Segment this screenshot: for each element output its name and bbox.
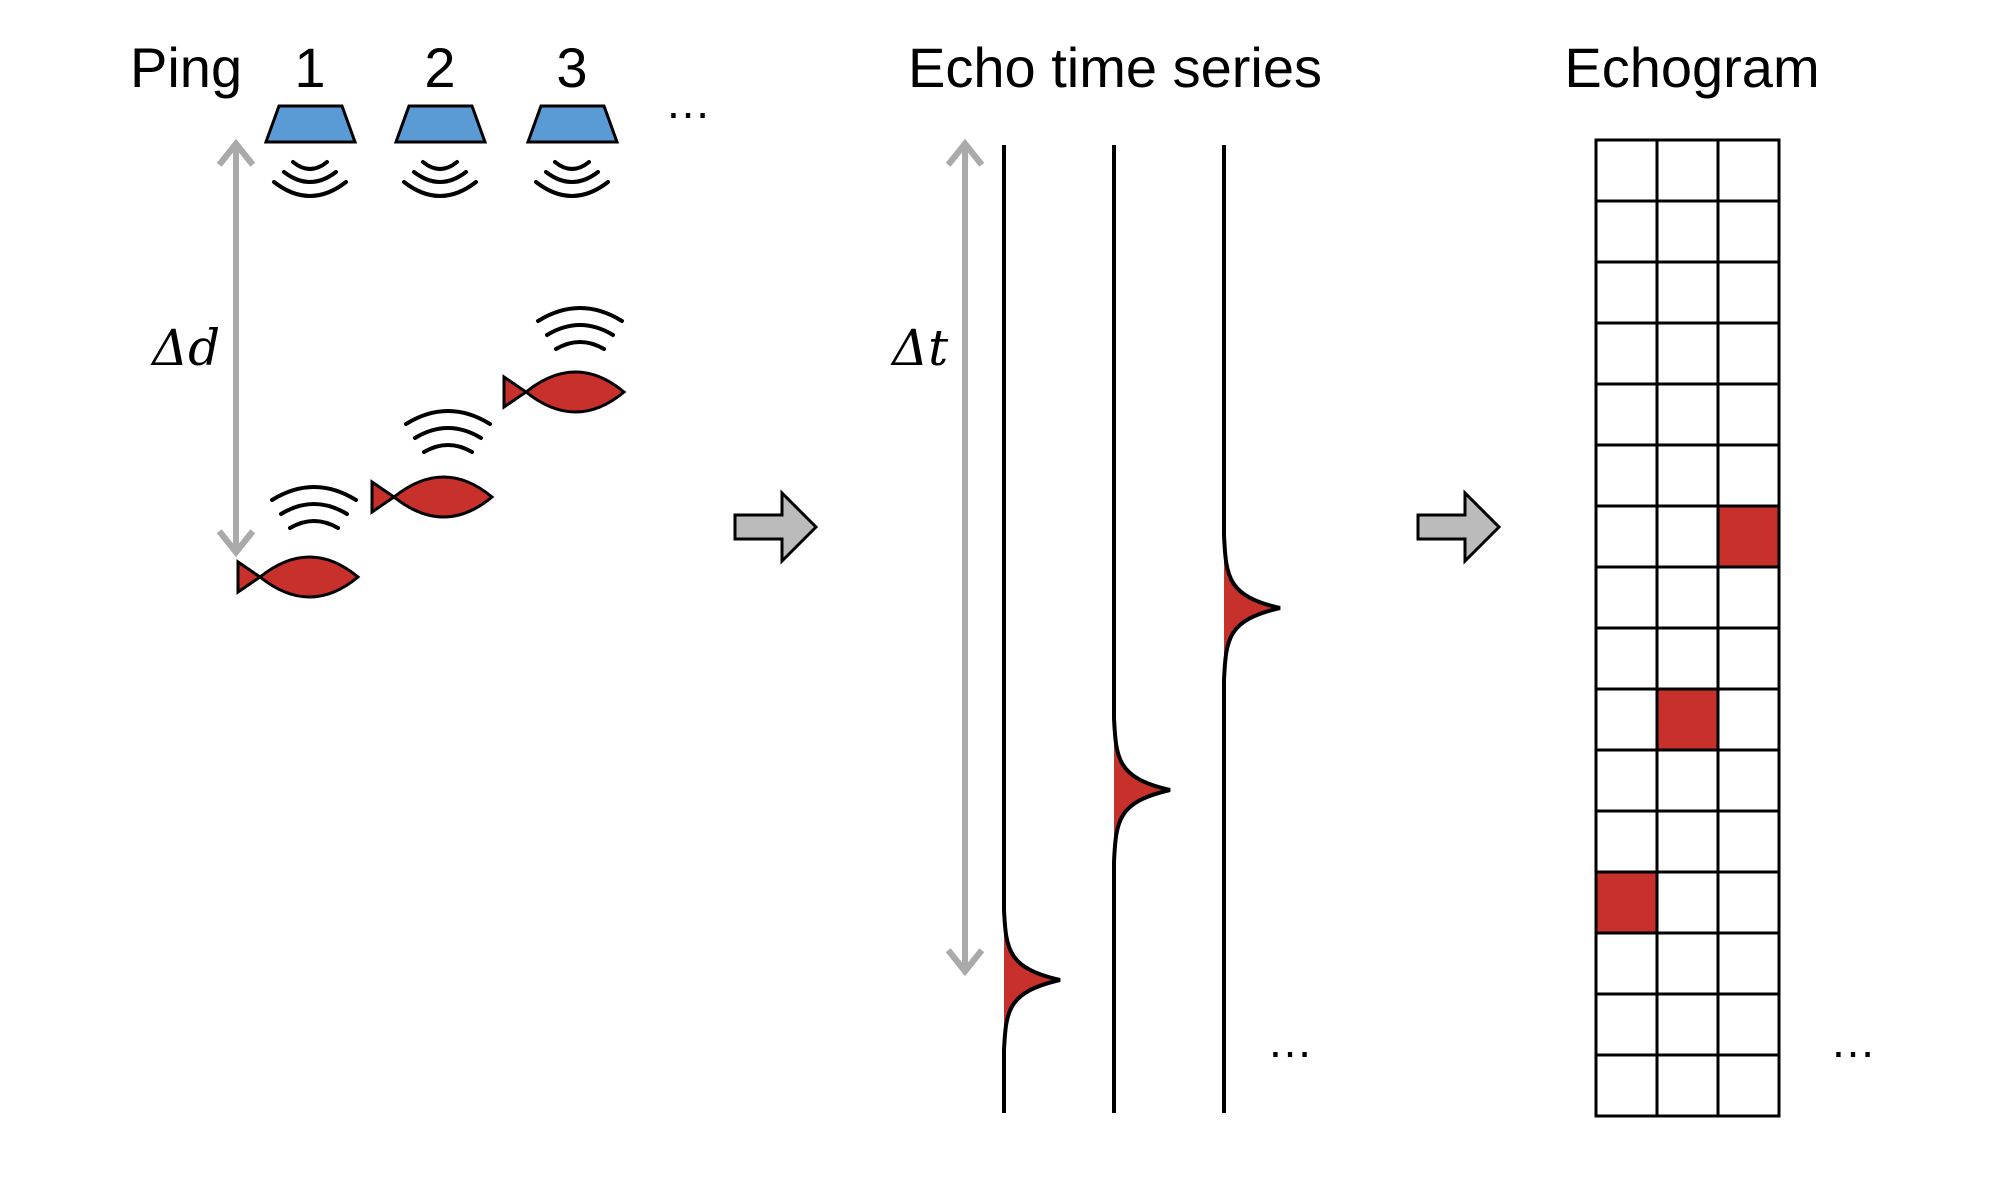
echogram-cell [1655,809,1720,874]
ping-ellipsis: … [665,76,711,128]
echogram-cell [1655,992,1720,1057]
echo-trace-ping-3 [1222,145,1281,1113]
sound-wave-icon [536,306,624,351]
sound-wave-icon [404,409,492,454]
echogram-cell [1594,565,1659,630]
ping-label: Ping [130,36,242,99]
echogram-cell [1594,382,1659,447]
echogram-cell-filled [1716,504,1781,569]
transducer-icon [263,104,358,144]
echogram-cell [1655,565,1720,630]
echogram-cell [1655,260,1720,325]
echogram-cell [1716,1053,1781,1118]
echogram-cell-filled [1655,687,1720,752]
echo-time-series-title: Echo time series [908,36,1322,99]
ping-number-3: 3 [556,36,587,99]
sound-wave-icon [272,160,348,198]
transducer-icon [525,104,620,144]
echogram-cell [1594,748,1659,813]
echogram-cell [1594,687,1659,752]
echogram-cell [1716,931,1781,996]
echogram-cell [1716,687,1781,752]
right-arrow-icon [733,489,819,565]
echogram-cell [1716,443,1781,508]
sound-wave-icon [534,160,610,198]
echo-trace-ping-2 [1112,145,1171,1113]
echogram-cell [1655,199,1720,264]
echogram-cell [1716,260,1781,325]
echogram-cell [1655,443,1720,508]
echogram-cell [1716,626,1781,691]
echogram-cell [1655,504,1720,569]
echogram-cell [1594,809,1659,874]
fish-icon [502,370,627,414]
right-arrow-icon [1416,489,1502,565]
echogram-cell [1594,260,1659,325]
sound-wave-icon [270,485,358,530]
echogram-cell [1716,870,1781,935]
echogram-cell [1655,931,1720,996]
echo-ellipsis: … [1267,1015,1313,1067]
echogram-cell [1716,565,1781,630]
echogram-cell [1655,382,1720,447]
echogram-cell [1716,138,1781,203]
echogram-cell [1594,626,1659,691]
echogram-cell [1594,1053,1659,1118]
echogram-cell [1594,321,1659,386]
echogram-cell-filled [1594,870,1659,935]
sound-wave-icon [402,160,478,198]
echogram-cell [1655,748,1720,813]
echogram-cell [1655,870,1720,935]
fish-icon [370,475,495,519]
echogram-cell [1716,748,1781,813]
echogram-cell [1655,1053,1720,1118]
echogram-cell [1716,321,1781,386]
echogram-cell [1594,443,1659,508]
echogram-cell [1655,321,1720,386]
echogram-cell [1716,992,1781,1057]
echogram-cell [1716,382,1781,447]
echogram-cell [1655,138,1720,203]
echo-trace-ping-1 [1002,145,1061,1113]
echogram-cell [1716,199,1781,264]
echogram-title: Echogram [1564,36,1819,99]
echogram-grid [1594,138,1781,1118]
delta-d-label: Δd [150,319,220,377]
fish-icon [236,555,361,599]
echogram-cell [1716,809,1781,874]
echogram-cell [1594,931,1659,996]
ping-number-2: 2 [424,36,455,99]
echogram-ellipsis: … [1830,1015,1876,1067]
echogram-cell [1594,138,1659,203]
echogram-cell [1594,199,1659,264]
echogram-cell [1594,504,1659,569]
transducer-icon [393,104,488,144]
echogram-cell [1594,992,1659,1057]
delta-t-label: Δt [890,319,949,377]
echogram-cell [1655,626,1720,691]
ping-number-1: 1 [294,36,325,99]
